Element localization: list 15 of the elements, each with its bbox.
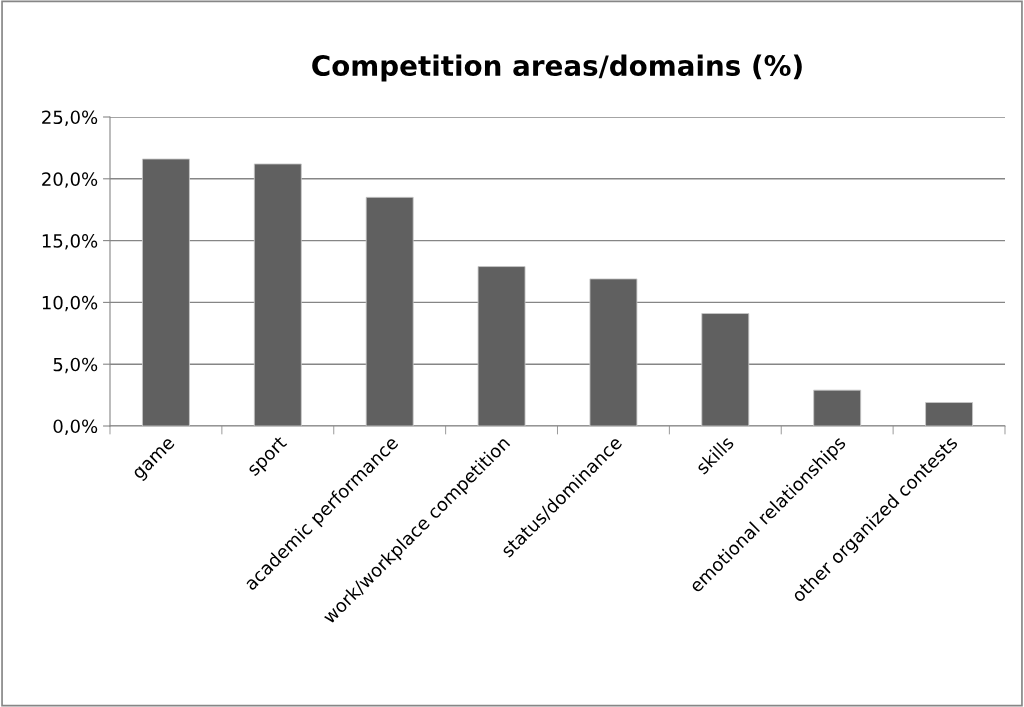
bar <box>365 196 414 426</box>
y-tick-label: 25,0% <box>42 110 98 126</box>
bar <box>813 389 862 426</box>
bar <box>701 313 750 426</box>
bar <box>142 158 190 426</box>
bar <box>477 266 526 426</box>
bar <box>253 163 302 426</box>
y-tick-label: 10,0% <box>42 295 98 312</box>
bar <box>589 278 638 426</box>
y-tick-label: 5,0% <box>53 357 98 374</box>
y-tick-label: 20,0% <box>42 172 98 188</box>
chart-title: Competition areas/domains (%) <box>312 54 802 82</box>
bar <box>925 402 973 426</box>
y-tick-label: 15,0% <box>42 234 98 250</box>
y-tick-label: 0,0% <box>53 419 98 435</box>
